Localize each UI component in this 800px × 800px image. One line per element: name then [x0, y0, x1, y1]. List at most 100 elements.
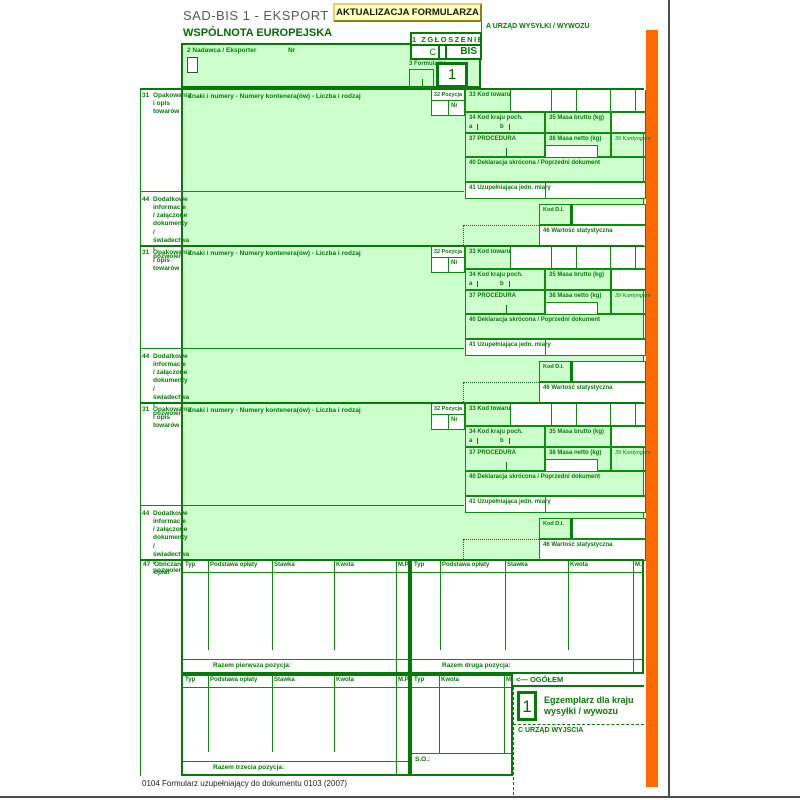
fees-header-row: Typ Podstawa opłaty Stawka Kwota M.P. [412, 561, 642, 573]
field-41-label: 41 Uzupełniająca jedn. miary [469, 499, 551, 505]
col-stawka: Stawka [507, 562, 528, 568]
kod-di-input-cell [572, 204, 646, 225]
box3-forms-value: 1 [436, 62, 468, 88]
field-38-label: 38 Masa netto (kg) [549, 293, 602, 299]
col-line [505, 561, 506, 650]
field-32-item-box: 32 Pozycja Nr [431, 90, 465, 116]
field-44-label: 44 Dodatkowe informacje / załączone doku… [142, 510, 189, 575]
field-40-label: 40 Deklaracja skrócona / Poprzedni dokum… [469, 474, 601, 480]
box1-bis-cell: BIS [460, 46, 477, 57]
field-37-label: 37 PROCEDURA [469, 450, 517, 456]
code-cell [510, 404, 551, 425]
col-line [396, 676, 397, 774]
col-mp: MP [506, 677, 511, 683]
col-line [272, 561, 273, 650]
field-41-divider [545, 497, 546, 512]
block3-top-line [140, 402, 181, 404]
subtotal-row-1: Razem pierwsza pozycja: [183, 659, 408, 672]
marks-numbers-label: Znaki i numery - Numery kontenera(ów) - … [188, 407, 361, 414]
col-line [334, 561, 335, 650]
field-31-number: 31 [142, 406, 150, 413]
window-bottom-edge [0, 796, 800, 798]
code-cell [576, 90, 610, 111]
office-a-label: A URZĄD WYSYŁKI / WYWOZU [486, 23, 590, 30]
field-35-label: 35 Masa brutto (kg) [549, 115, 605, 121]
col-stawka: Stawka [274, 562, 295, 568]
fees-top-line [140, 559, 181, 561]
form-title: SAD-BIS 1 - EKSPORT [183, 8, 329, 23]
code-cell [551, 90, 576, 111]
field-39-label: 39 Kontyngent [615, 450, 651, 456]
total-arrow-label: <— OGÓŁEM [513, 674, 644, 687]
field-34-origin-country-box: 34 Kod kraju poch. a b [465, 426, 545, 447]
col-line [272, 676, 273, 752]
code-cell [635, 247, 645, 268]
box2-input-cell[interactable] [187, 57, 198, 73]
field-39-quota-box: 39 Kontyngent [611, 447, 650, 471]
box3-forms-cell [409, 69, 434, 88]
field-31-text: Opakowania i opis towarów [153, 406, 192, 430]
col-typ: Typ [414, 562, 425, 568]
field-32-label: 32 Pozycja [432, 247, 464, 258]
field-37-procedure-box: 37 PROCEDURA [465, 290, 545, 314]
fees-header-row: Typ Podstawa opłaty Stawka Kwota M.P. [183, 676, 408, 688]
field-47-label: 47 Obliczanie opłat [143, 561, 187, 577]
field-38-label: 38 Masa netto (kg) [549, 450, 602, 456]
field-31-label: 31 Opakowania i opis towarów [142, 406, 191, 430]
field-40-label: 40 Deklaracja skrócona / Poprzedni dokum… [469, 160, 601, 166]
col-line [633, 561, 634, 672]
kod-di-label: Kod D.I. [543, 521, 564, 527]
field-35-input-cell [611, 269, 646, 290]
update-form-button[interactable]: AKTUALIZACJA FORMULARZA [333, 3, 482, 22]
field-47-number: 47 [143, 561, 151, 568]
col-kwota: Kwota [336, 677, 354, 683]
field-31-text: Opakowania i opis towarów [153, 249, 192, 273]
code-cell [635, 90, 645, 111]
kod-di-box: Kod D.I. [539, 361, 572, 382]
box1-title: 1 ZGŁOSZENIE [412, 35, 485, 46]
box3-forms-label: 3 Formularze [409, 61, 447, 67]
field-44-dotted-subbox [463, 539, 539, 561]
field-38-net-mass-box: 38 Masa netto (kg) [545, 133, 611, 158]
field-35-input-cell [611, 426, 646, 447]
field-32-label: 32 Pozycja [432, 90, 464, 101]
copy-area-dashed-border [513, 687, 514, 795]
code-cell [510, 247, 551, 268]
field-33-commodity-code-box: 33 Kod towaru [465, 247, 646, 269]
field-35-gross-mass-box: 35 Masa brutto (kg) [545, 426, 611, 447]
subtotal-row-2: Razem druga pozycja: [412, 659, 642, 672]
field-44-label: 44 Dodatkowe informacje / załączone doku… [142, 353, 189, 418]
code-cell [610, 404, 635, 425]
field-33-label: 33 Kod towaru [469, 92, 511, 98]
field-38-input-cell [546, 145, 598, 158]
field-34-label: 34 Kod kraju poch. [469, 429, 523, 435]
field-41-divider [545, 340, 546, 355]
community-heading: WSPÓLNOTA EUROPEJSKA [183, 27, 333, 39]
col-kwota: Kwota [441, 677, 459, 683]
col-typ: Typ [185, 562, 196, 568]
field-35-label: 35 Masa brutto (kg) [549, 429, 605, 435]
col-line [208, 561, 209, 650]
field-39-label: 39 Kontyngent [615, 293, 651, 299]
kod-di-box: Kod D.I. [539, 518, 572, 539]
field-37-label: 37 PROCEDURA [469, 136, 517, 142]
field-40-label: 40 Deklaracja skrócona / Poprzedni dokum… [469, 317, 601, 323]
field-39-quota-box: 39 Kontyngent [611, 290, 650, 314]
field-39-label: 39 Kontyngent [615, 136, 651, 142]
field-41-divider [545, 183, 546, 198]
field-46-label: 46 Wartość statystyczna [543, 385, 613, 391]
col-mp: M.P. [398, 562, 408, 568]
code-cell [635, 404, 645, 425]
fees-header-row: Typ Kwota MP [412, 676, 511, 688]
block1-top-line [140, 88, 181, 90]
field-46-label: 46 Wartość statystyczna [543, 228, 613, 234]
field-33-commodity-code-box: 33 Kod towaru [465, 90, 646, 112]
marks-numbers-label: Znaki i numery - Numery kontenera(ów) - … [188, 93, 361, 100]
field-40-summary-declaration-box: 40 Deklaracja skrócona / Poprzedni dokum… [465, 314, 646, 339]
field-31-label: 31 Opakowania i opis towarów [142, 92, 191, 116]
field-46-statistical-value-box: 46 Wartość statystyczna [539, 225, 646, 247]
box2-label: 2 Nadawca / Eksporter [187, 47, 257, 54]
field-33-label: 33 Kod towaru [469, 249, 511, 255]
field-37-procedure-box: 37 PROCEDURA [465, 447, 545, 471]
field-40-summary-declaration-box: 40 Deklaracja skrócona / Poprzedni dokum… [465, 157, 646, 182]
